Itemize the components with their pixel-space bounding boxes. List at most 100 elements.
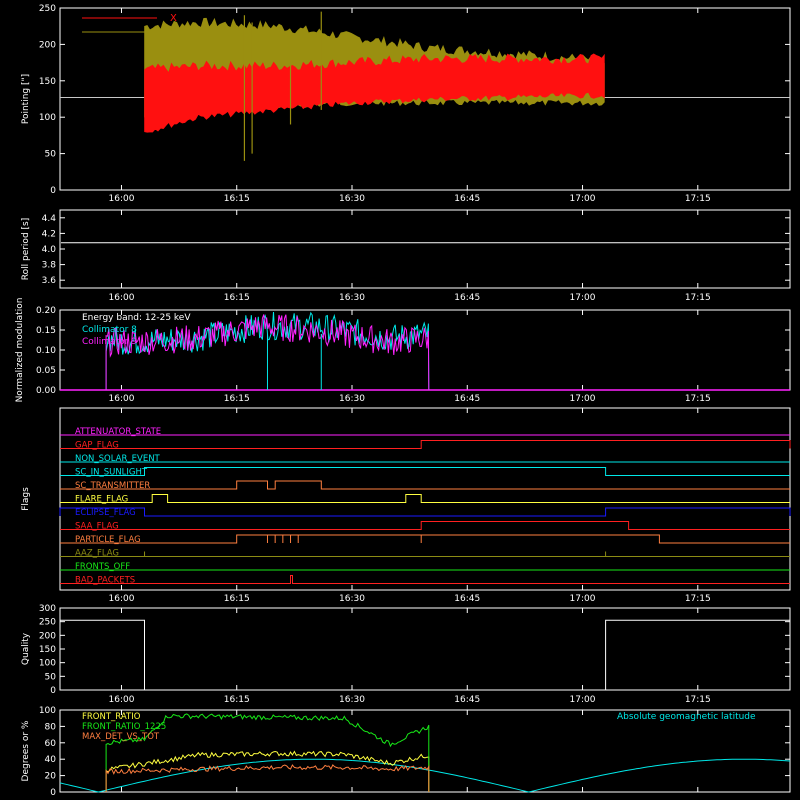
y-tick-label: 50 bbox=[45, 150, 57, 160]
time-tick-label: 16:15 bbox=[224, 394, 250, 404]
y-tick-label: 300 bbox=[39, 604, 56, 614]
legend-label: Y bbox=[169, 27, 177, 38]
flag-label: NON_SOLAR_EVENT bbox=[75, 454, 161, 464]
y-tick-label: 4.4 bbox=[42, 214, 57, 224]
latitude-label: Absolute geomagnetic latitude bbox=[617, 712, 756, 722]
time-tick-label: 16:30 bbox=[339, 293, 365, 303]
y-tick-label: 20 bbox=[45, 772, 57, 782]
y-tick-label: 40 bbox=[45, 755, 57, 765]
y-tick-label: 200 bbox=[39, 631, 56, 641]
time-tick-label: 16:30 bbox=[339, 394, 365, 404]
time-tick-label: 16:15 bbox=[224, 194, 250, 204]
flag-label: AAZ_FLAG bbox=[75, 549, 119, 559]
y-tick-label: 100 bbox=[39, 659, 56, 669]
y-tick-label: 50 bbox=[45, 672, 57, 682]
time-tick-label: 17:15 bbox=[685, 594, 711, 604]
y-axis-label: Quality bbox=[21, 632, 31, 665]
flag-trace bbox=[60, 521, 790, 530]
y-tick-label: 3.6 bbox=[42, 276, 57, 286]
y-tick-label: 0.20 bbox=[36, 306, 56, 316]
flag-label: ECLIPSE_FLAG bbox=[75, 508, 136, 518]
flag-label: GAP_FLAG bbox=[75, 441, 119, 451]
flag-label: SAA_FLAG bbox=[75, 522, 119, 532]
quality-trace bbox=[60, 619, 790, 691]
time-tick-label: 16:15 bbox=[224, 293, 250, 303]
flag-trace bbox=[60, 494, 790, 503]
time-tick-label: 17:00 bbox=[570, 194, 596, 204]
y-axis-label: Roll period [s] bbox=[21, 218, 31, 280]
y-tick-label: 0.10 bbox=[36, 346, 56, 356]
time-tick-label: 16:45 bbox=[454, 695, 480, 705]
panel-frame bbox=[59, 407, 791, 591]
time-tick-label: 17:00 bbox=[570, 293, 596, 303]
time-tick-label: 16:30 bbox=[339, 695, 365, 705]
ratio-legend-label: FRONT_RATIO bbox=[82, 712, 141, 722]
modulation-legend-label: Collimator 9 bbox=[82, 337, 137, 347]
y-tick-label: 150 bbox=[39, 645, 56, 655]
y-tick-label: 250 bbox=[39, 618, 56, 628]
y-tick-label: 4.2 bbox=[42, 229, 56, 239]
time-tick-label: 17:15 bbox=[685, 394, 711, 404]
y-tick-label: 200 bbox=[39, 40, 56, 50]
y-tick-label: 250 bbox=[39, 4, 56, 14]
time-tick-label: 16:15 bbox=[224, 594, 250, 604]
latitude-curve bbox=[59, 758, 791, 793]
time-tick-label: 16:45 bbox=[454, 194, 480, 204]
y-tick-label: 0 bbox=[50, 686, 56, 696]
flag-label: SC_TRANSMITTER bbox=[75, 481, 150, 491]
ratio-legend-label: FRONT_RATIO_1225 bbox=[82, 722, 166, 732]
time-tick-label: 16:30 bbox=[339, 194, 365, 204]
flag-label: FRONTS_OFF bbox=[75, 562, 130, 572]
time-tick-label: 16:00 bbox=[109, 394, 135, 404]
time-tick-label: 16:00 bbox=[109, 293, 135, 303]
y-axis-label: Normalized modulation bbox=[15, 298, 25, 403]
flag-trace bbox=[60, 440, 791, 449]
ratio-series bbox=[105, 750, 430, 792]
flag-trace bbox=[60, 467, 790, 476]
flag-label: FLARE_FLAG bbox=[75, 495, 128, 505]
flag-label: BAD_PACKETS bbox=[75, 576, 135, 586]
modulation-series-collimator-8 bbox=[105, 311, 430, 391]
y-tick-label: 0.00 bbox=[36, 386, 56, 396]
flag-label: ATTENUATOR_STATE bbox=[75, 427, 161, 437]
ratio-series bbox=[105, 764, 430, 792]
energy-band-annotation: Energy band: 12-25 keV bbox=[82, 313, 191, 323]
flag-trace bbox=[60, 480, 790, 490]
y-axis-label: Degrees or % bbox=[21, 720, 31, 781]
flag-trace bbox=[60, 534, 790, 544]
time-tick-label: 17:00 bbox=[570, 594, 596, 604]
y-tick-label: 3.8 bbox=[42, 261, 57, 271]
y-axis-label: Pointing ["] bbox=[21, 74, 31, 124]
time-tick-label: 17:00 bbox=[570, 394, 596, 404]
time-tick-label: 16:30 bbox=[339, 594, 365, 604]
modulation-series-collimator-9 bbox=[105, 314, 430, 391]
panel-frame bbox=[59, 709, 791, 793]
y-tick-label: 150 bbox=[39, 77, 56, 87]
y-tick-label: 0 bbox=[50, 186, 56, 196]
y-axis-label: Flags bbox=[21, 487, 31, 511]
flag-trace bbox=[60, 575, 790, 584]
y-tick-label: 80 bbox=[45, 722, 57, 732]
flag-label: SC_IN_SUNLIGHT bbox=[75, 468, 148, 478]
y-tick-label: 60 bbox=[45, 739, 57, 749]
y-tick-label: 4.0 bbox=[42, 245, 57, 255]
legend-label: X bbox=[170, 13, 177, 24]
time-tick-label: 16:00 bbox=[109, 695, 135, 705]
y-tick-label: 0 bbox=[50, 788, 56, 798]
y-tick-label: 100 bbox=[39, 113, 56, 123]
y-tick-label: 0.05 bbox=[36, 366, 56, 376]
time-tick-label: 17:15 bbox=[685, 695, 711, 705]
y-tick-label: 0.15 bbox=[36, 326, 56, 336]
time-tick-label: 17:00 bbox=[570, 695, 596, 705]
panel-frame bbox=[59, 209, 791, 289]
time-tick-label: 16:00 bbox=[109, 194, 135, 204]
y-tick-label: 100 bbox=[39, 706, 56, 716]
pointing-series-X bbox=[144, 53, 605, 133]
time-tick-label: 16:45 bbox=[454, 394, 480, 404]
flag-trace bbox=[59, 507, 791, 517]
modulation-legend-label: Collimator 8 bbox=[82, 325, 137, 335]
time-tick-label: 16:00 bbox=[109, 594, 135, 604]
time-tick-label: 16:45 bbox=[454, 293, 480, 303]
time-tick-label: 16:15 bbox=[224, 695, 250, 705]
